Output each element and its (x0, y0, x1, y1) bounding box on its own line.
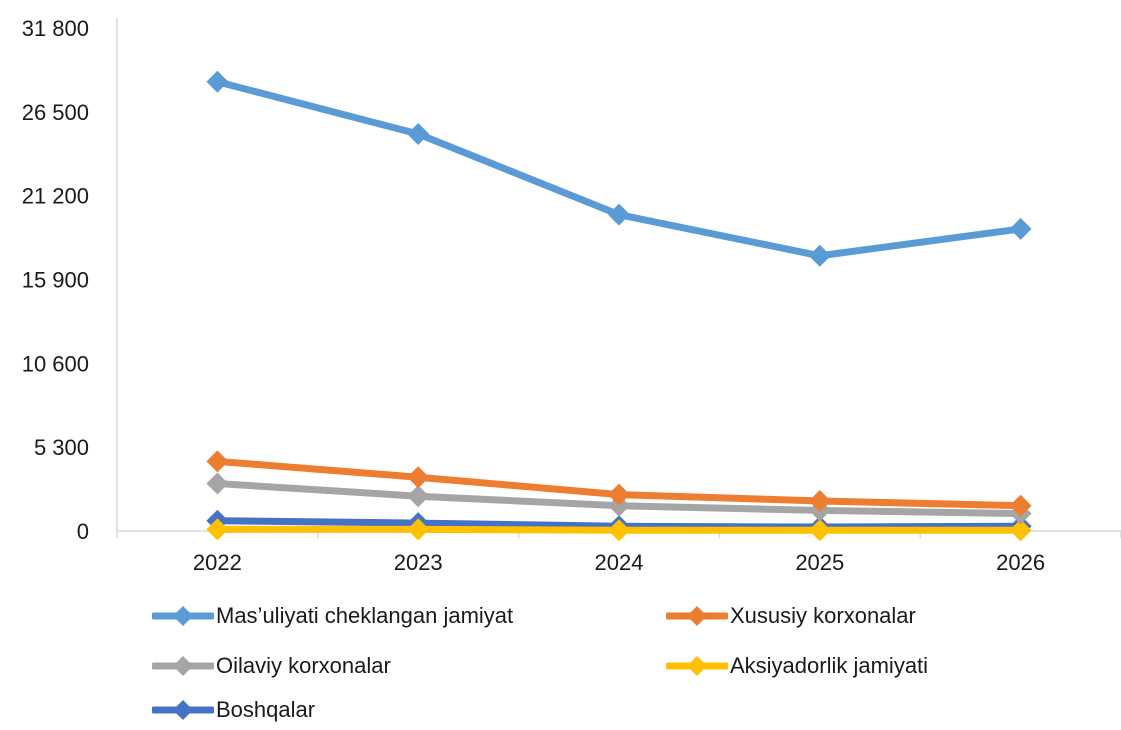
legend-label: Boshqalar (216, 697, 316, 722)
series-3 (206, 518, 1032, 542)
y-tick-label: 31 800 (22, 16, 89, 41)
legend-swatch-icon (152, 605, 214, 627)
legend-swatch-icon (666, 605, 728, 627)
legend-item-boshqalar: Boshqalar (152, 690, 315, 730)
data-point-marker (608, 519, 630, 542)
legend-marker (687, 656, 707, 676)
legend-line-marker-icon (152, 606, 214, 626)
y-axis-labels: 0 5 300 10 600 15 900 21 200 26 500 31 800 (22, 16, 89, 544)
data-point-marker (608, 483, 630, 506)
legend-label: Oilaviy korxonalar (216, 653, 391, 678)
legend-swatch-icon (152, 699, 214, 721)
legend-item-xususiy: Xususiy korxonalar (666, 596, 916, 636)
x-tick-label: 2026 (996, 550, 1045, 575)
y-tick-label: 21 200 (22, 184, 89, 209)
legend-item-oilaviy: Oilaviy korxonalar (152, 646, 391, 686)
legend-label: Mas’uliyati cheklangan jamiyat (216, 603, 514, 628)
legend-item-masuliyati: Mas’uliyati cheklangan jamiyat (152, 596, 513, 636)
series-1 (206, 450, 1032, 517)
series-line (213, 78, 1025, 260)
data-point-marker (808, 244, 831, 267)
data-point-marker (608, 494, 630, 517)
legend-marker (173, 606, 193, 626)
data-point-marker (808, 519, 831, 542)
plot-area (206, 70, 1032, 542)
y-tick-label: 10 600 (22, 351, 89, 376)
data-point-marker (808, 489, 831, 512)
data-point-marker (206, 518, 229, 541)
y-tick-label: 15 900 (22, 268, 89, 293)
x-tick-label: 2023 (394, 550, 443, 575)
line-chart: 0 5 300 10 600 15 900 21 200 26 500 31 800 202… (22, 16, 1121, 575)
data-point-marker (206, 450, 229, 473)
legend-item-aksiyadorlik: Aksiyadorlik jamiyati (666, 646, 928, 686)
legend-line-marker-icon (666, 606, 728, 626)
data-point-marker (407, 485, 430, 508)
legend-line-marker-icon (666, 656, 728, 676)
data-point-marker (407, 466, 430, 489)
data-point-marker (206, 70, 229, 93)
x-axis-labels: 2022 2023 2024 2025 2026 (193, 550, 1045, 575)
y-tick-label: 26 500 (22, 100, 89, 125)
data-point-marker (407, 518, 430, 541)
data-point-marker (206, 472, 229, 495)
y-tick-label: 5 300 (34, 435, 89, 460)
legend-swatch-icon (152, 655, 214, 677)
data-point-marker (1009, 494, 1032, 517)
legend-label: Xususiy korxonalar (730, 603, 916, 628)
y-tick-label: 0 (77, 519, 89, 544)
legend-marker (173, 700, 193, 720)
legend-marker (687, 606, 707, 626)
x-tick-label: 2025 (795, 550, 844, 575)
legend-line-marker-icon (152, 700, 214, 720)
legend-label: Aksiyadorlik jamiyati (730, 653, 929, 678)
data-point-marker (1009, 217, 1032, 240)
legend-marker (173, 656, 193, 676)
x-tick-label: 2024 (595, 550, 644, 575)
data-point-marker (608, 203, 630, 226)
data-point-marker (1009, 519, 1032, 542)
legend: Mas’uliyati cheklangan jamiyat Xususiy k… (0, 590, 1121, 726)
legend-swatch-icon (666, 655, 728, 677)
legend-line-marker-icon (152, 656, 214, 676)
x-tick-label: 2022 (193, 550, 242, 575)
data-point-marker (407, 122, 430, 145)
series-0 (206, 70, 1032, 267)
